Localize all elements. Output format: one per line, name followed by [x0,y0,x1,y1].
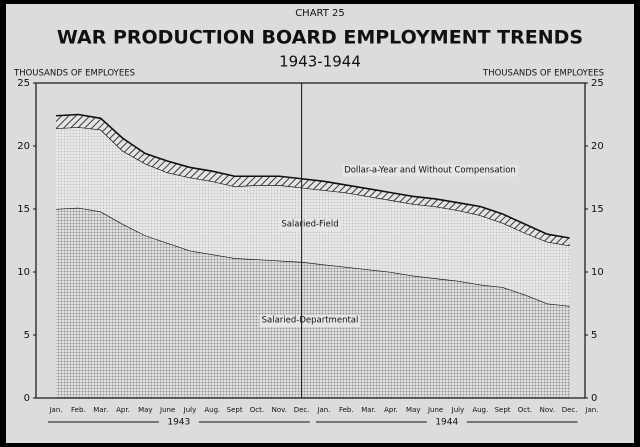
x-tick-label: Nov. [272,406,287,414]
x-tick-label: Aug. [204,406,220,414]
y-tick-label: 5 [24,330,30,341]
y-tick-label: 20 [17,141,30,152]
area-fill [56,114,570,246]
y2-tick-label: 25 [591,78,604,89]
x-tick-label: Oct. [518,406,532,414]
x-tick-label: May [138,406,152,414]
x-tick-label: Nov. [540,406,555,414]
y-axis-label: THOUSANDS OF EMPLOYEES [13,69,135,79]
series-label-bg [259,314,361,327]
y2-tick-label: 10 [591,267,604,278]
x-tick-label: Aug. [472,406,488,414]
x-tick-label: Mar. [361,406,376,414]
series-label-bg [279,218,341,231]
series-label: Salaried-Departmental [262,316,359,326]
year-label: 1944 [435,418,458,428]
x-tick-label: Feb. [71,406,86,414]
x-tick-label: Apr. [384,406,398,414]
series-label: Dollar-a-Year and Without Compensation [344,166,516,176]
x-tick-label: June [427,406,443,414]
area-edge [55,113,570,239]
area-fill [56,127,570,307]
y2-tick-label: 0 [591,393,597,404]
chart-subtitle: 1943-1944 [279,53,361,71]
x-tick-label: July [183,406,197,414]
chart-title: WAR PRODUCTION BOARD EMPLOYMENT TRENDS [57,27,583,49]
x-tick-label: July [451,406,465,414]
series-label: Salaried-Field [281,220,338,230]
y2-tick-label: 20 [591,141,604,152]
x-tick-label: Oct. [250,406,264,414]
y-tick-label: 0 [24,393,30,404]
x-tick-label: June [159,406,175,414]
x-tick-label: Jan. [316,406,330,414]
plot-frame [35,82,586,399]
x-tick-label: Jan. [584,406,598,414]
series-label-bg [342,164,518,177]
y-tick-label: 15 [17,204,30,215]
y2-tick-label: 15 [591,204,604,215]
x-tick-label: Sept [495,406,511,414]
x-tick-label: Feb. [339,406,354,414]
x-tick-label: Mar. [93,406,108,414]
x-tick-label: Jan. [48,406,62,414]
x-tick-label: Apr. [116,406,130,414]
x-tick-label: Dec. [294,406,310,414]
year-label: 1943 [167,418,190,428]
x-tick-label: Dec. [562,406,578,414]
x-tick-label: May [406,406,420,414]
chart-number: CHART 25 [295,8,345,19]
y2-axis-label: THOUSANDS OF EMPLOYEES [482,69,604,79]
y2-tick-label: 5 [591,330,597,341]
x-tick-label: Sept [227,406,243,414]
y-tick-label: 25 [17,78,30,89]
area-fill [56,207,570,398]
y-tick-label: 10 [17,267,30,278]
